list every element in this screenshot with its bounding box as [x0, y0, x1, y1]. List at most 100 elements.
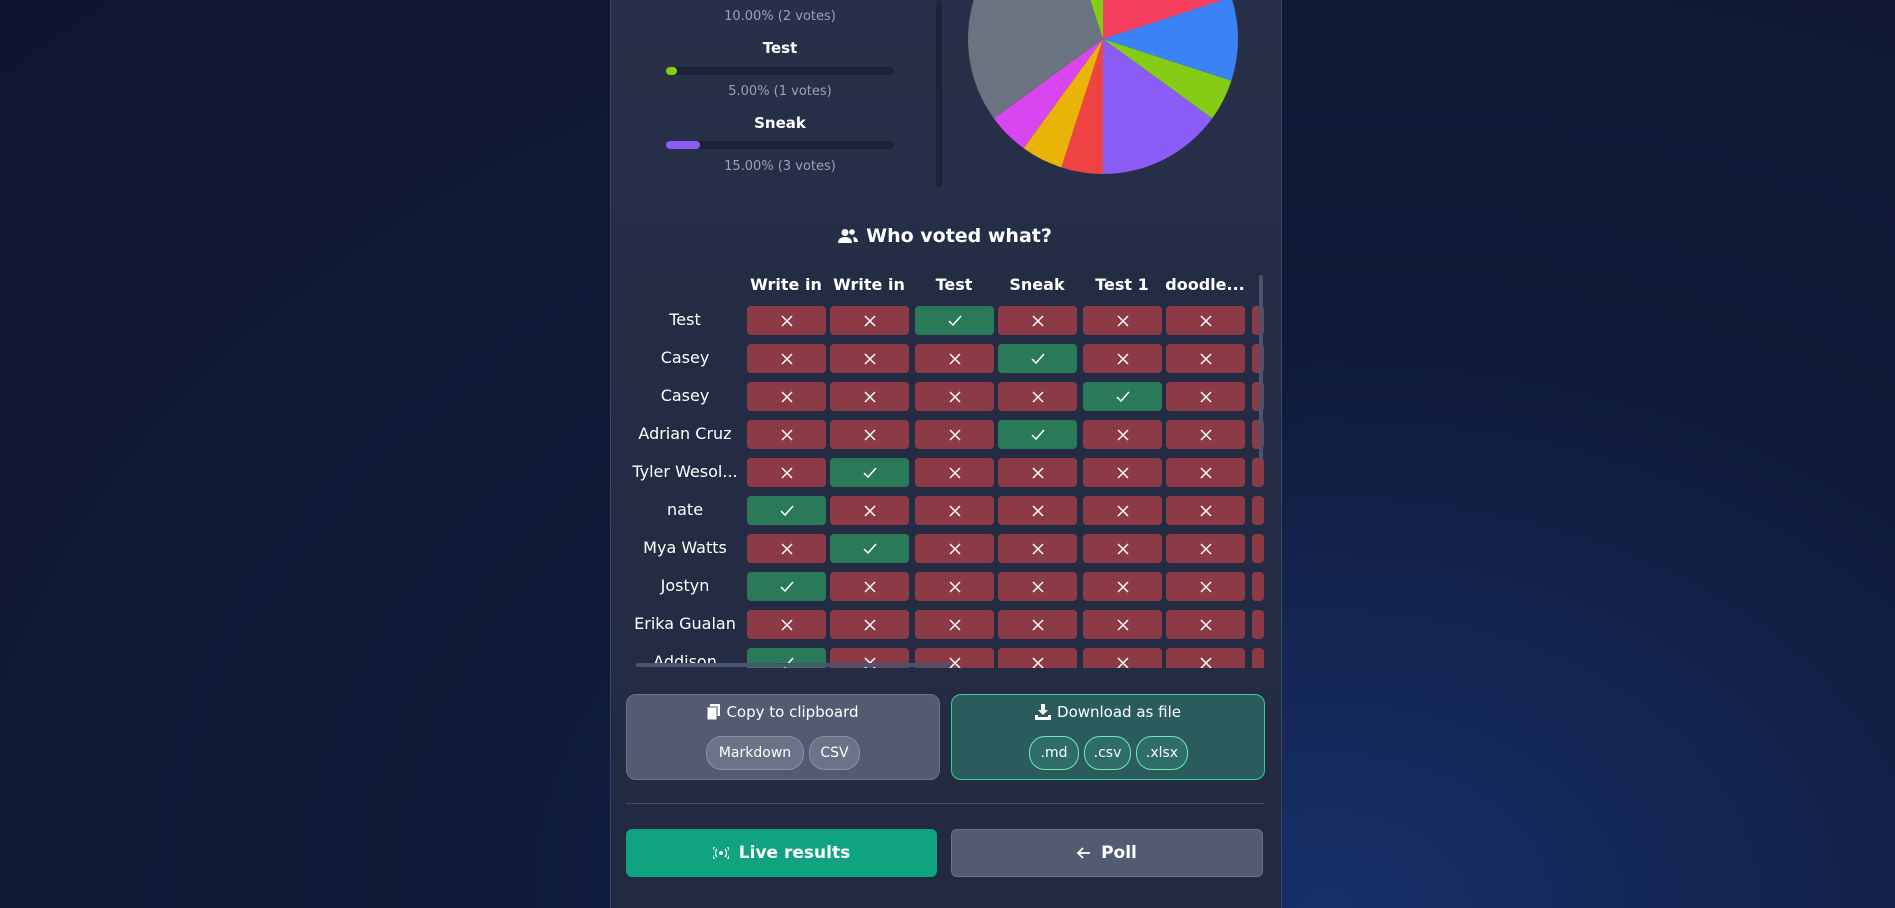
- icon-stroke: [780, 428, 793, 441]
- h-scrollbar[interactable]: [636, 663, 951, 667]
- vote-cell: [1166, 306, 1245, 335]
- vote-cell: [747, 420, 826, 449]
- result-label: Sneak: [754, 114, 806, 132]
- download-format[interactable]: .md: [1029, 736, 1079, 770]
- cross-icon: [948, 390, 961, 403]
- vote-cell: [998, 306, 1077, 335]
- icon-stroke: [862, 467, 877, 478]
- icon-stroke: [948, 390, 961, 403]
- vote-cell: [830, 610, 909, 639]
- cross-icon: [863, 504, 876, 517]
- vote-cell: [747, 572, 826, 601]
- icon-stroke: [1031, 542, 1044, 555]
- icon-stroke: [948, 428, 961, 441]
- cross-icon: [863, 618, 876, 631]
- cross-icon: [780, 390, 793, 403]
- icon-stroke: [1030, 353, 1045, 364]
- icon-stroke: [862, 543, 877, 554]
- vote-cell: [1083, 420, 1162, 449]
- vote-cell: [998, 344, 1077, 373]
- arrow-icon: [1077, 847, 1091, 859]
- icon-stroke: [1031, 314, 1044, 327]
- download-format[interactable]: .xlsx: [1136, 736, 1188, 770]
- vote-cell: [915, 420, 994, 449]
- cross-icon: [780, 352, 793, 365]
- pie-slice: [1103, 39, 1213, 174]
- vote-cell: [1083, 382, 1162, 411]
- result-track: [666, 141, 894, 149]
- voter-name: Mya Watts: [643, 538, 727, 557]
- cross-icon: [1031, 390, 1044, 403]
- column-header: Sneak: [1009, 275, 1065, 294]
- vote-cell: [915, 610, 994, 639]
- cross-icon: [1199, 504, 1212, 517]
- voter-name: Casey: [660, 348, 710, 367]
- icon-stroke: [948, 466, 961, 479]
- voter-name: nate: [666, 500, 704, 519]
- vote-cell: [998, 534, 1077, 563]
- vote-cell: [1083, 534, 1162, 563]
- icon-stroke: [863, 504, 876, 517]
- check-icon: [1115, 391, 1130, 402]
- cross-icon: [1116, 656, 1129, 668]
- pie-slice: [1103, 39, 1232, 119]
- vote-cell: [1166, 458, 1245, 487]
- column-header: Write in: [833, 275, 905, 294]
- download-format[interactable]: .csv: [1084, 736, 1131, 770]
- vote-cell: [830, 382, 909, 411]
- icon-stroke: [863, 618, 876, 631]
- vote-cell: [915, 534, 994, 563]
- check-icon: [862, 467, 877, 478]
- vote-cell: [915, 458, 994, 487]
- icon-stroke: [1031, 504, 1044, 517]
- result-stat: 15.00% (3 votes): [724, 159, 836, 174]
- voter-name: Test: [669, 310, 701, 329]
- result-stat: 5.00% (1 votes): [728, 84, 832, 99]
- vote-cell: [747, 306, 826, 335]
- scrollbar[interactable]: [936, 0, 942, 187]
- vote-cell: [747, 534, 826, 563]
- cross-icon: [780, 428, 793, 441]
- check-icon: [947, 315, 962, 326]
- cross-icon: [863, 352, 876, 365]
- cross-icon: [1031, 466, 1044, 479]
- live-icon: [712, 847, 729, 859]
- cross-icon: [1116, 542, 1129, 555]
- vote-cell: [1083, 344, 1162, 373]
- vote-cell: [747, 344, 826, 373]
- votes-table: Write in Write in Test Sneak Test 1 doodle...…: [626, 271, 1264, 668]
- icon-stroke: [1199, 504, 1212, 517]
- live-results-button[interactable]: Live results: [626, 829, 937, 877]
- icon-stroke: [948, 656, 961, 668]
- cross-icon: [948, 542, 961, 555]
- icon-stroke: [863, 352, 876, 365]
- result-bar: [666, 141, 701, 149]
- icon-stroke: [1199, 618, 1212, 631]
- poll-button[interactable]: Poll: [951, 829, 1263, 877]
- icon-stroke: [948, 352, 961, 365]
- icon-stroke: [863, 390, 876, 403]
- vote-cell: [1083, 496, 1162, 525]
- cross-icon: [780, 314, 793, 327]
- column-header: Write in: [750, 275, 822, 294]
- cross-icon: [1199, 352, 1212, 365]
- icon-stroke: [1199, 314, 1212, 327]
- vote-cell: [830, 306, 909, 335]
- cross-icon: [1199, 466, 1212, 479]
- pie-slice: [1023, 39, 1103, 168]
- icon-stroke: [780, 618, 793, 631]
- cross-icon: [1199, 618, 1212, 631]
- users-icon: [838, 229, 859, 243]
- cross-icon: [780, 542, 793, 555]
- cross-icon: [863, 314, 876, 327]
- icon-stroke: [779, 581, 794, 592]
- v-scrollbar[interactable]: [1259, 275, 1263, 460]
- copy-format[interactable]: CSV: [809, 736, 860, 770]
- vote-cell: [998, 648, 1077, 668]
- check-icon: [862, 543, 877, 554]
- copy-format[interactable]: Markdown: [706, 736, 804, 770]
- icon-stroke: [1116, 314, 1129, 327]
- icon-stroke: [863, 314, 876, 327]
- icon-stroke: [780, 352, 793, 365]
